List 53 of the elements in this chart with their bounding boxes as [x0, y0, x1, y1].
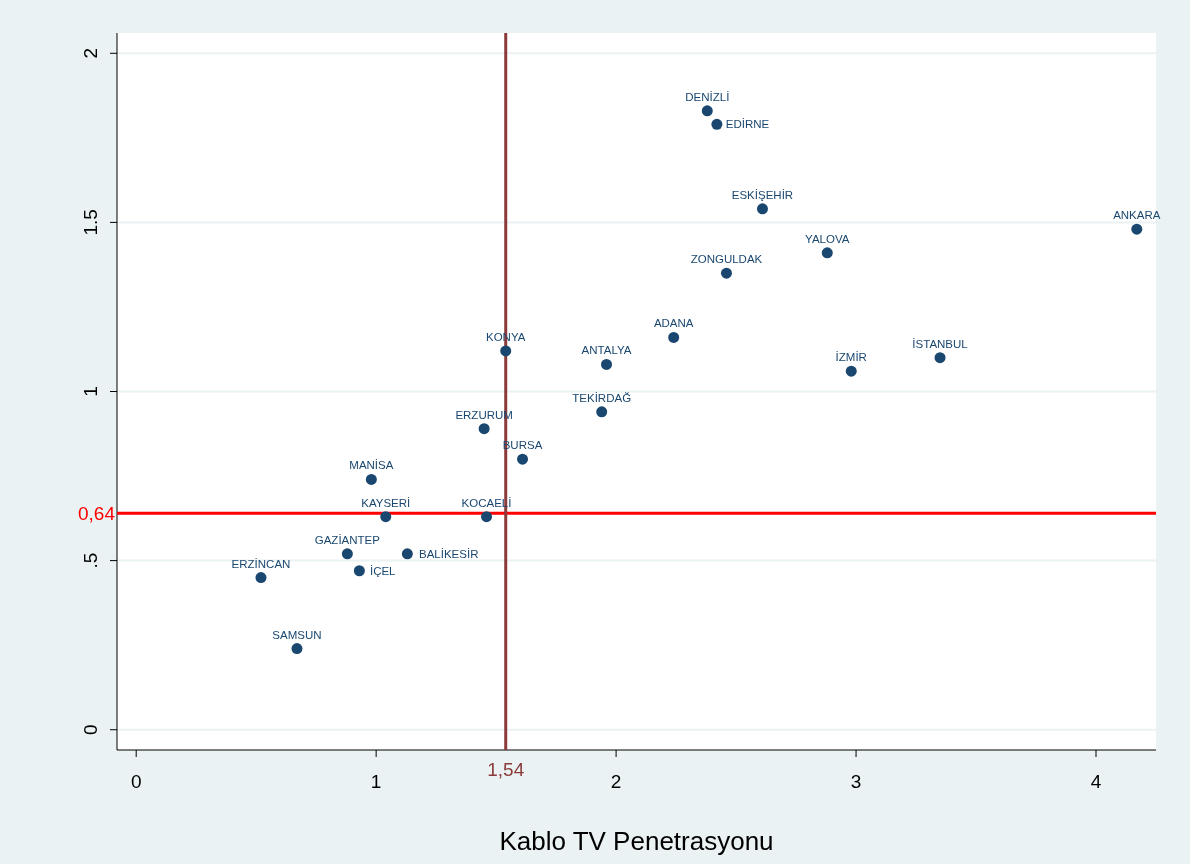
point — [601, 358, 613, 370]
annotation: ESKİŞEHİR — [731, 188, 794, 201]
annotation: ANTALYA — [581, 344, 632, 357]
ref-line-label: 1,54 — [487, 759, 525, 780]
annotation: ERZİNCAN — [231, 557, 291, 570]
point — [701, 105, 713, 117]
x-tick-label: 2 — [610, 771, 622, 792]
point — [500, 345, 512, 357]
annotation: YALOVA — [805, 232, 850, 245]
point — [380, 511, 392, 523]
x-axis-title: Kablo TV Penetrasyonu — [499, 826, 774, 856]
annotation: TEKİRDAĞ — [572, 391, 632, 404]
annotation: ANKARA — [1113, 209, 1161, 222]
point — [720, 267, 732, 279]
annotation: İZMİR — [835, 351, 867, 364]
annotation: SAMSUN — [272, 628, 322, 641]
annotation: BALİKESİR — [419, 547, 479, 560]
point — [668, 331, 680, 343]
point — [934, 352, 946, 364]
point — [756, 203, 768, 215]
x-tick-label: 0 — [130, 771, 142, 792]
y-tick-label: 1 — [80, 386, 101, 397]
annotation: ADANA — [653, 317, 694, 330]
point — [291, 643, 303, 655]
annotation: GAZİANTEP — [314, 533, 381, 546]
y-tick-label: .5 — [80, 552, 101, 569]
point — [401, 548, 413, 560]
point — [596, 406, 608, 418]
annotation: MANİSA — [349, 459, 394, 472]
point — [481, 511, 493, 523]
point — [821, 247, 833, 259]
ref-line-label: 0,64 — [78, 503, 116, 525]
y-tick-label: 2 — [80, 48, 101, 59]
point — [365, 473, 377, 485]
annotation: İÇEL — [369, 564, 397, 577]
point — [341, 548, 353, 560]
y-tick-label: 0 — [80, 724, 101, 735]
point — [845, 365, 857, 377]
annotation: İSTANBUL — [912, 337, 969, 350]
point — [353, 565, 365, 577]
annotation: EDİRNE — [725, 118, 770, 131]
annotation: KAYSERİ — [361, 496, 411, 509]
annotation: ZONGULDAK — [690, 253, 763, 266]
x-tick-label: 3 — [850, 771, 862, 792]
point — [478, 423, 490, 435]
x-tick-label: 1 — [370, 771, 382, 792]
point — [255, 572, 267, 584]
point — [711, 118, 723, 130]
annotation: DENİZLİ — [685, 90, 730, 103]
point — [1131, 223, 1143, 235]
point — [517, 453, 529, 465]
y-tick-label: 1.5 — [80, 209, 101, 236]
x-tick-label: 4 — [1090, 771, 1102, 792]
